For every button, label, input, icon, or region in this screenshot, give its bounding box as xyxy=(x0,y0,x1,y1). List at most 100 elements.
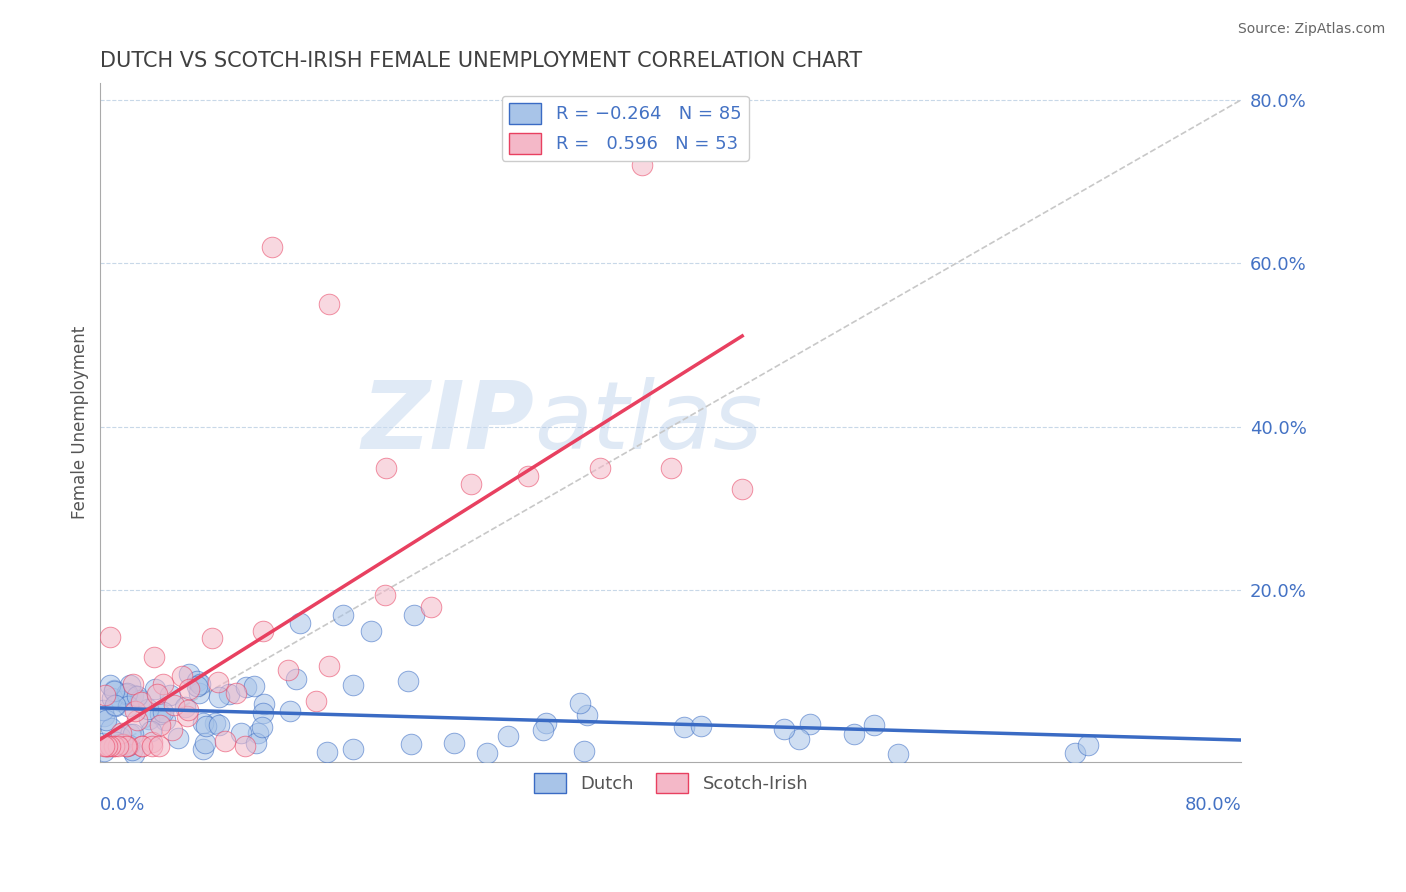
Point xyxy=(799,716,821,731)
Point xyxy=(186,679,208,693)
Point xyxy=(107,739,129,753)
Point xyxy=(233,739,256,753)
Point xyxy=(342,678,364,692)
Point xyxy=(588,460,610,475)
Point xyxy=(576,708,599,723)
Point xyxy=(174,699,197,714)
Point xyxy=(305,693,328,707)
Point xyxy=(115,739,138,753)
Point xyxy=(125,690,148,704)
Point xyxy=(252,706,274,721)
Point xyxy=(91,703,114,717)
Point xyxy=(118,738,141,752)
Point xyxy=(143,681,166,696)
Point xyxy=(131,739,153,753)
Point xyxy=(142,649,165,664)
Point xyxy=(401,737,423,751)
Point xyxy=(787,732,810,747)
Point xyxy=(443,736,465,750)
Point xyxy=(110,726,132,740)
Point xyxy=(104,698,127,713)
Point xyxy=(208,690,231,704)
Point xyxy=(659,460,682,475)
Point xyxy=(138,712,160,726)
Point xyxy=(110,694,132,708)
Point xyxy=(98,739,121,753)
Point xyxy=(186,674,208,689)
Point xyxy=(118,727,141,741)
Point xyxy=(103,682,125,697)
Point xyxy=(152,677,174,691)
Point xyxy=(139,724,162,739)
Point xyxy=(252,624,274,638)
Point xyxy=(141,735,163,749)
Point xyxy=(420,600,443,615)
Point xyxy=(534,715,557,730)
Point xyxy=(193,742,215,756)
Point xyxy=(207,674,229,689)
Point xyxy=(842,727,865,741)
Point xyxy=(208,718,231,732)
Point xyxy=(214,734,236,748)
Point xyxy=(195,719,218,733)
Point xyxy=(98,678,121,692)
Point xyxy=(149,707,172,722)
Point xyxy=(260,240,283,254)
Point xyxy=(404,607,426,622)
Point xyxy=(117,698,139,713)
Point xyxy=(572,744,595,758)
Point xyxy=(188,676,211,690)
Point xyxy=(177,667,200,681)
Point xyxy=(100,721,122,735)
Point xyxy=(277,664,299,678)
Point xyxy=(96,713,118,727)
Point xyxy=(124,705,146,719)
Point xyxy=(122,688,145,702)
Point xyxy=(105,734,128,748)
Text: Source: ZipAtlas.com: Source: ZipAtlas.com xyxy=(1237,22,1385,37)
Point xyxy=(160,723,183,738)
Point xyxy=(225,686,247,700)
Point xyxy=(91,736,114,750)
Point xyxy=(122,727,145,741)
Point xyxy=(863,718,886,732)
Point xyxy=(146,687,169,701)
Point xyxy=(159,689,181,703)
Point xyxy=(278,704,301,718)
Point xyxy=(93,708,115,723)
Point xyxy=(231,726,253,740)
Text: 0.0%: 0.0% xyxy=(100,797,146,814)
Point xyxy=(136,702,159,716)
Point xyxy=(235,680,257,694)
Point xyxy=(167,731,190,745)
Point xyxy=(284,672,307,686)
Point xyxy=(117,739,139,753)
Point xyxy=(318,297,340,311)
Point xyxy=(242,679,264,693)
Point xyxy=(250,720,273,734)
Point xyxy=(111,737,134,751)
Point xyxy=(569,696,592,710)
Text: atlas: atlas xyxy=(534,377,762,468)
Point xyxy=(162,698,184,712)
Point xyxy=(288,616,311,631)
Point xyxy=(96,739,118,753)
Text: ZIP: ZIP xyxy=(361,376,534,469)
Y-axis label: Female Unemployment: Female Unemployment xyxy=(72,326,89,519)
Point xyxy=(149,718,172,732)
Point xyxy=(122,677,145,691)
Point xyxy=(117,686,139,700)
Point xyxy=(531,723,554,737)
Point xyxy=(318,658,340,673)
Point xyxy=(103,684,125,698)
Point xyxy=(475,747,498,761)
Point xyxy=(201,631,224,645)
Point xyxy=(631,158,654,172)
Text: DUTCH VS SCOTCH-IRISH FEMALE UNEMPLOYMENT CORRELATION CHART: DUTCH VS SCOTCH-IRISH FEMALE UNEMPLOYMEN… xyxy=(100,51,862,70)
Point xyxy=(517,469,540,483)
Point xyxy=(100,691,122,706)
Point xyxy=(177,703,200,717)
Text: 80.0%: 80.0% xyxy=(1185,797,1241,814)
Point xyxy=(253,698,276,712)
Point xyxy=(374,460,396,475)
